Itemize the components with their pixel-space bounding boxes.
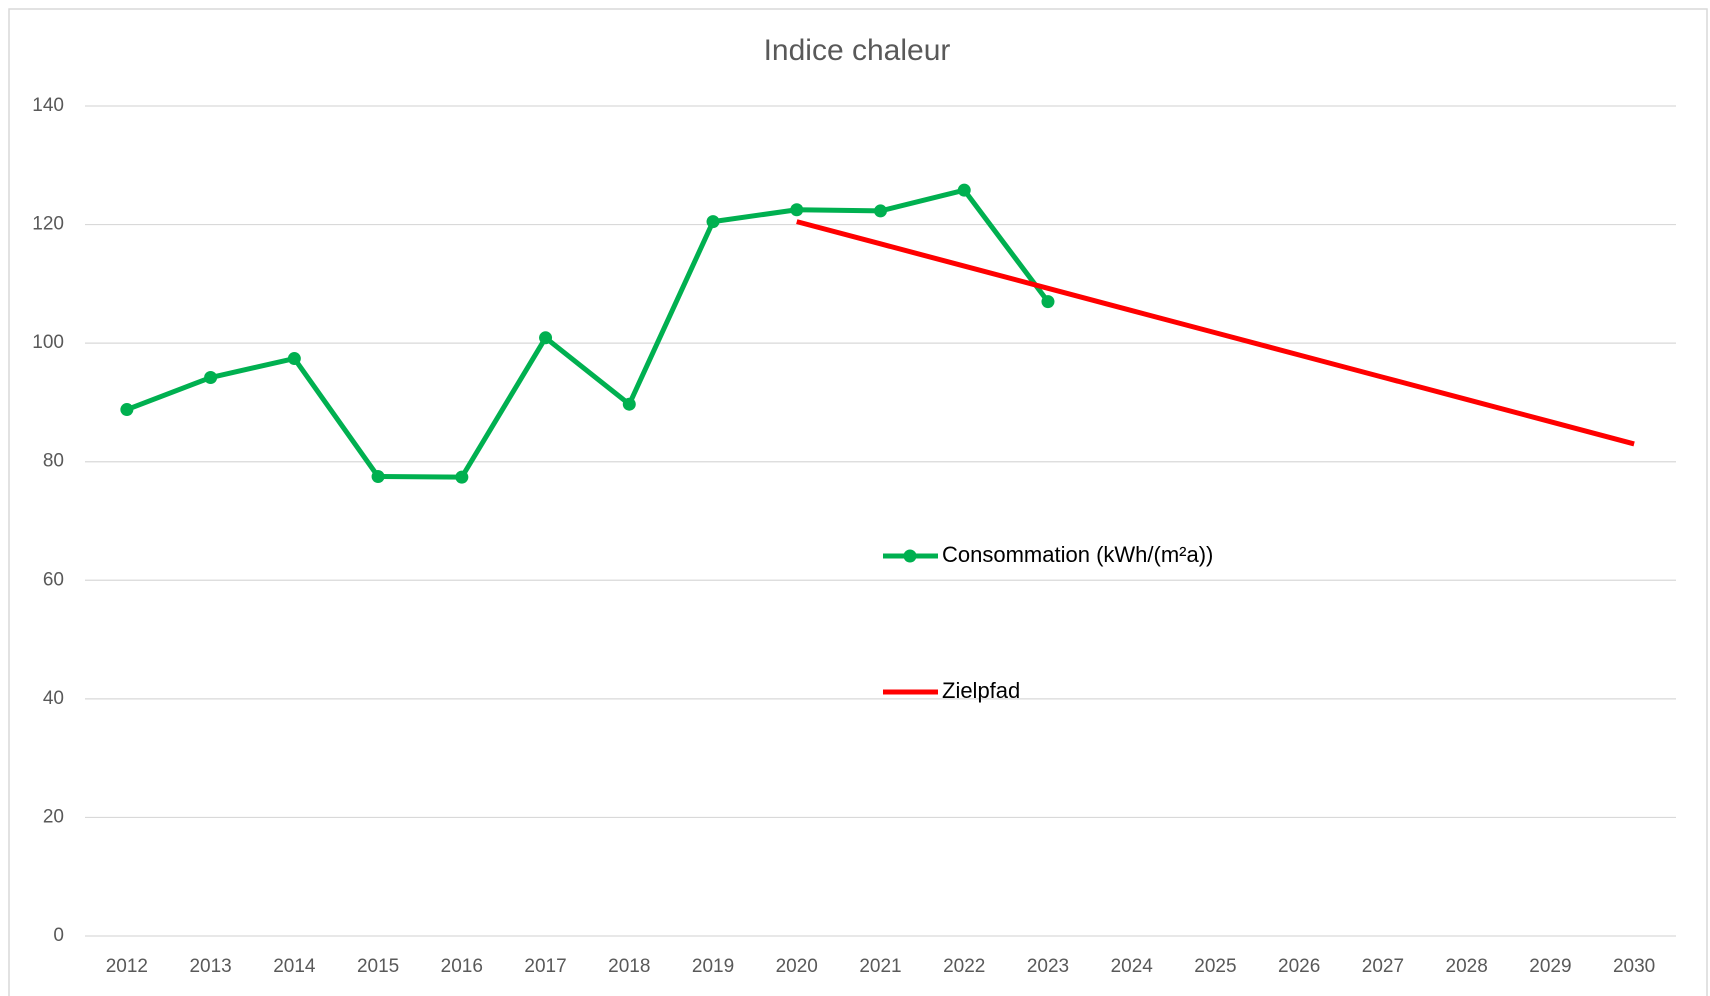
x-tick-label: 2018 xyxy=(608,956,650,977)
y-tick-label: 40 xyxy=(43,688,64,709)
x-tick-label: 2014 xyxy=(273,956,316,977)
legend-marker xyxy=(903,549,917,563)
y-tick-label: 140 xyxy=(32,95,64,116)
legend-label: Zielpfad xyxy=(942,678,1020,703)
series-line xyxy=(125,187,1050,480)
data-point xyxy=(371,470,385,484)
data-point xyxy=(204,371,218,385)
x-tick-label: 2026 xyxy=(1278,956,1320,977)
x-tick-label: 2024 xyxy=(1111,956,1154,977)
y-tick-label: 0 xyxy=(53,925,64,946)
x-tick-label: 2022 xyxy=(943,956,985,977)
data-point xyxy=(706,215,720,229)
data-point xyxy=(287,352,301,366)
chart-border xyxy=(8,8,1708,996)
x-tick-label: 2019 xyxy=(692,956,734,977)
series-line xyxy=(796,219,1635,447)
x-tick-label: 2012 xyxy=(106,956,148,977)
data-point xyxy=(957,183,971,197)
y-tick-label: 120 xyxy=(32,214,64,235)
x-tick-label: 2028 xyxy=(1446,956,1488,977)
legend-label: Consommation (kWh/(m²a)) xyxy=(942,542,1213,567)
x-tick-label: 2025 xyxy=(1194,956,1236,977)
x-tick-label: 2021 xyxy=(859,956,901,977)
x-tick-label: 2015 xyxy=(357,956,399,977)
data-point xyxy=(874,204,887,218)
data-point xyxy=(455,470,469,484)
x-tick-label: 2027 xyxy=(1362,956,1404,977)
x-tick-label: 2030 xyxy=(1613,956,1655,977)
data-point xyxy=(622,397,636,411)
y-tick-label: 20 xyxy=(43,806,64,827)
x-tick-label: 2017 xyxy=(524,956,566,977)
data-point xyxy=(120,403,134,417)
data-point xyxy=(790,203,804,217)
x-tick-label: 2016 xyxy=(441,956,483,977)
x-tick-label: 2013 xyxy=(189,956,231,977)
x-tick-label: 2020 xyxy=(776,956,818,977)
y-tick-label: 80 xyxy=(43,451,64,472)
y-tick-label: 100 xyxy=(32,332,64,353)
x-tick-label: 2029 xyxy=(1529,956,1571,977)
x-tick-label: 2023 xyxy=(1027,956,1069,977)
data-point xyxy=(1041,295,1055,309)
data-point xyxy=(539,331,553,345)
chart-title: Indice chaleur xyxy=(764,34,951,67)
y-tick-label: 60 xyxy=(43,569,64,590)
